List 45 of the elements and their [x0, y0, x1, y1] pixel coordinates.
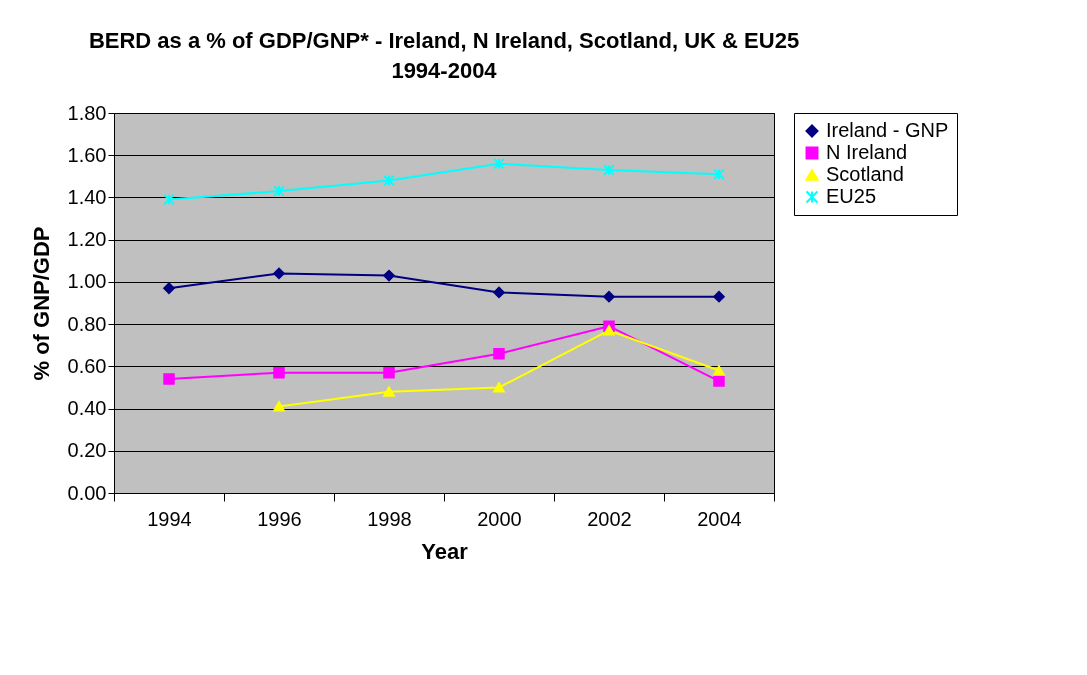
- x-tick-label: 1996: [257, 507, 302, 530]
- y-tick-label: 1.20: [67, 228, 107, 251]
- point: [713, 375, 725, 387]
- x-tick-label: 2000: [477, 507, 522, 530]
- point: [383, 269, 395, 282]
- y-tick-label: 0.60: [67, 354, 107, 377]
- point: [713, 365, 725, 376]
- y-tick-label: 0.00: [67, 481, 107, 504]
- x-tick-label: 2002: [587, 507, 632, 530]
- point: [383, 386, 395, 397]
- x-tick-label: 1998: [367, 507, 412, 530]
- y-tick-label: 0.40: [67, 397, 107, 420]
- point: [493, 382, 505, 393]
- point: [603, 164, 615, 176]
- point: [603, 325, 615, 336]
- point: [603, 290, 615, 303]
- legend-label: Ireland - GNP: [826, 119, 949, 141]
- point: [493, 157, 505, 170]
- point: [713, 290, 725, 303]
- point: [273, 366, 285, 379]
- x-tick-label: 2004: [697, 507, 742, 530]
- point: [493, 347, 505, 360]
- y-tick-label: 1.80: [67, 101, 107, 124]
- y-tick-label: 0.80: [67, 312, 107, 335]
- point: [383, 366, 395, 379]
- point: [163, 373, 175, 385]
- x-axis-title: Year: [421, 538, 469, 564]
- legend-label: Scotland: [826, 163, 904, 185]
- point: [273, 185, 285, 197]
- legend-label: N Ireland: [826, 141, 908, 163]
- point: [273, 267, 285, 280]
- point: [273, 401, 285, 412]
- x-tick-label: 1994: [147, 507, 192, 530]
- point: [163, 193, 175, 206]
- point: [163, 282, 175, 294]
- point: [493, 286, 505, 299]
- y-tick-label: 1.60: [67, 143, 107, 166]
- y-tick-label: 0.20: [67, 439, 107, 462]
- point: [383, 174, 395, 187]
- y-tick-label: 1.00: [67, 270, 107, 293]
- y-axis-title: % of GNP/GDP: [28, 226, 54, 381]
- y-tick-label: 1.40: [67, 185, 107, 208]
- point: [713, 168, 725, 180]
- legend-label: EU25: [826, 185, 877, 207]
- chart-title: BERD as a % of GDP/GNP* - Ireland, N Ireland, Scotland, UK & EU25 1994-2004: [88, 28, 800, 83]
